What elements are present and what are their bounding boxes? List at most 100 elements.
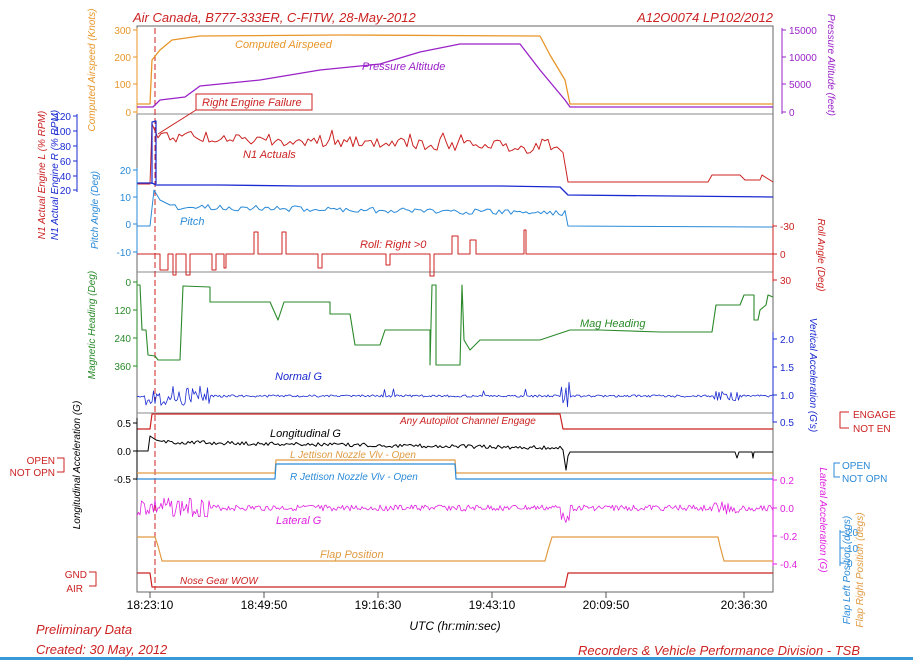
normal-g-axis-tick-label: 1.5 <box>780 363 794 374</box>
altitude-axis-tick-label: 10000 <box>789 53 817 64</box>
engine-failure-label: Right Engine Failure <box>202 97 302 109</box>
heading-series-label: Mag Heading <box>580 318 646 330</box>
flap-axis-tick-label: 10 <box>847 544 859 555</box>
normal-g-axis-tick-label: 2.0 <box>780 335 794 346</box>
n1-axis-label-r: N1 Actual Engine R (% RPM) <box>50 110 61 240</box>
flap-axis-tick-label: 20 <box>847 528 859 539</box>
airspeed-line <box>137 34 773 105</box>
wow-state-bracket <box>89 571 97 587</box>
n1-axis-tick-label: 80 <box>60 142 72 153</box>
roll-axis-tick-label: 0 <box>780 250 786 261</box>
roll-line <box>137 229 773 277</box>
normal-g-axis-tick-label: 0.5 <box>780 418 794 429</box>
heading-axis-tick-label: 360 <box>114 362 131 373</box>
airspeed-axis-tick-label: 0 <box>125 108 131 119</box>
jettison-state-open: OPEN <box>842 461 870 472</box>
jettison-state-notopn: NOT OPN <box>842 474 887 485</box>
n1-right-line <box>137 182 774 198</box>
x-tick-label: 20:36:30 <box>721 598 768 612</box>
flap-series-label: Flap Position <box>320 549 384 561</box>
lateral-g-axis-label: Lateral Acceleration (G) <box>817 467 828 572</box>
jettison-state-bracket <box>833 462 840 478</box>
pitch-axis-tick-label: 0 <box>125 220 131 231</box>
long-g-axis-tick-label: 0.0 <box>117 447 131 458</box>
flap-axis-tick-label: 0 <box>847 559 853 570</box>
n1-right-spike <box>151 120 157 184</box>
long-g-line <box>137 435 773 471</box>
wow-series-label: Nose Gear WOW <box>180 576 259 587</box>
long-g-axis-label: Longitudinal Acceleration (G) <box>72 401 83 530</box>
roll-series-label: Roll: Right >0 <box>360 239 427 251</box>
airspeed-axis-tick-label: 300 <box>114 26 131 37</box>
long-g-axis-tick-label: -0.5 <box>114 475 132 486</box>
lateral-g-axis-tick-label: -0.2 <box>780 532 798 543</box>
pitch-axis-tick-label: -10 <box>117 248 132 259</box>
normal-g-axis-label: Vertical Acceleration (G's) <box>807 318 818 433</box>
wow-line <box>137 572 773 588</box>
altitude-axis-tick-label: 0 <box>789 108 795 119</box>
autopilot-series-label: Any Autopilot Channel Engage <box>399 416 536 427</box>
pitch-line <box>137 189 774 228</box>
pitch-axis-tick-label: 20 <box>120 166 132 177</box>
heading-line <box>137 284 774 366</box>
pitch-axis-tick-label: 10 <box>120 193 132 204</box>
heading-axis-tick-label: 0 <box>125 278 131 289</box>
airspeed-axis-tick-label: 100 <box>114 80 131 91</box>
roll-axis-tick-label: -30 <box>780 222 795 233</box>
n1-axis-tick-label: 40 <box>60 172 72 183</box>
altitude-axis-tick-label: 15000 <box>789 26 817 37</box>
roll-axis-label: Roll Angle (Deg) <box>815 219 826 292</box>
lateral-g-axis-tick-label: 0.2 <box>780 476 794 487</box>
n1-left-line <box>137 123 774 185</box>
jettison-l-line <box>137 459 773 474</box>
autopilot-state-bracket <box>839 411 849 429</box>
engine-failure-arrow <box>157 109 197 135</box>
long-g-series-label: Longitudinal G <box>270 428 341 440</box>
normal-g-line <box>136 381 774 408</box>
x-tick-label: 18:49:50 <box>241 598 288 612</box>
left-open-label: OPEN <box>27 456 55 467</box>
x-tick-label: 18:23:10 <box>127 598 174 612</box>
wow-state-air: AIR <box>66 584 83 595</box>
left-open-bracket <box>57 457 65 473</box>
wow-state-gnd: GND <box>65 570 87 581</box>
flap-axis-label-r: Flap Right Position (degs) <box>855 512 866 627</box>
heading-axis-tick-label: 120 <box>114 306 131 317</box>
altitude-axis-tick-label: 5000 <box>789 80 812 91</box>
airspeed-series-label: Computed Airspeed <box>235 39 333 51</box>
x-tick-label: 19:16:30 <box>355 598 402 612</box>
chart-title: Air Canada, B777-333ER, C-FITW, 28-May-2… <box>132 10 417 25</box>
x-tick-label: 19:43:10 <box>469 598 516 612</box>
altitude-axis-label: Pressure Altitude (feet) <box>825 14 836 116</box>
roll-axis-tick-label: 30 <box>780 276 792 287</box>
bottom-bar <box>0 657 913 660</box>
lateral-g-line <box>136 497 774 523</box>
flap-line <box>137 536 773 562</box>
n1-axis-tick-label: 60 <box>60 157 72 168</box>
n1-axis-label-l: N1 Actual Engine L (% RPM) <box>37 111 48 239</box>
autopilot-state-not: NOT EN <box>853 424 891 435</box>
x-tick-label: 20:09:50 <box>583 598 630 612</box>
n1-series-label: N1 Actuals <box>243 149 296 161</box>
report-id: A12O0074 LP102/2012 <box>636 10 774 25</box>
engine-failure-box <box>195 93 313 111</box>
autopilot-state-engage: ENGAGE <box>853 410 896 421</box>
long-g-axis-tick-label: 0.5 <box>117 419 131 430</box>
normal-g-axis-tick-label: 1.0 <box>780 391 794 402</box>
flap-axis-label-l: Flap Left Position (degs) <box>842 516 853 624</box>
altitude-series-label: Pressure Altitude <box>362 61 445 73</box>
airspeed-axis-label: Computed Airspeed (Knots) <box>87 8 98 131</box>
plot-frame <box>136 25 774 593</box>
n1-axis-tick-label: 100 <box>54 127 71 138</box>
pitch-axis-label: Pitch Angle (Deg) <box>90 171 101 249</box>
jettison-r-series-label: R Jettison Nozzle Vlv - Open <box>290 472 418 483</box>
jettison-l-series-label: L Jettison Nozzle Vlv - Open <box>290 450 416 461</box>
lateral-g-axis-tick-label: -0.4 <box>780 560 798 571</box>
preliminary-label: Preliminary Data <box>36 622 133 637</box>
airspeed-axis-tick-label: 200 <box>114 53 131 64</box>
left-notopn-label: NOT OPN <box>10 468 55 479</box>
altitude-line <box>137 43 773 108</box>
created-date: Created: 30 May, 2012 <box>36 642 168 657</box>
heading-axis-label: Magnetic Heading (Deg) <box>87 271 98 379</box>
